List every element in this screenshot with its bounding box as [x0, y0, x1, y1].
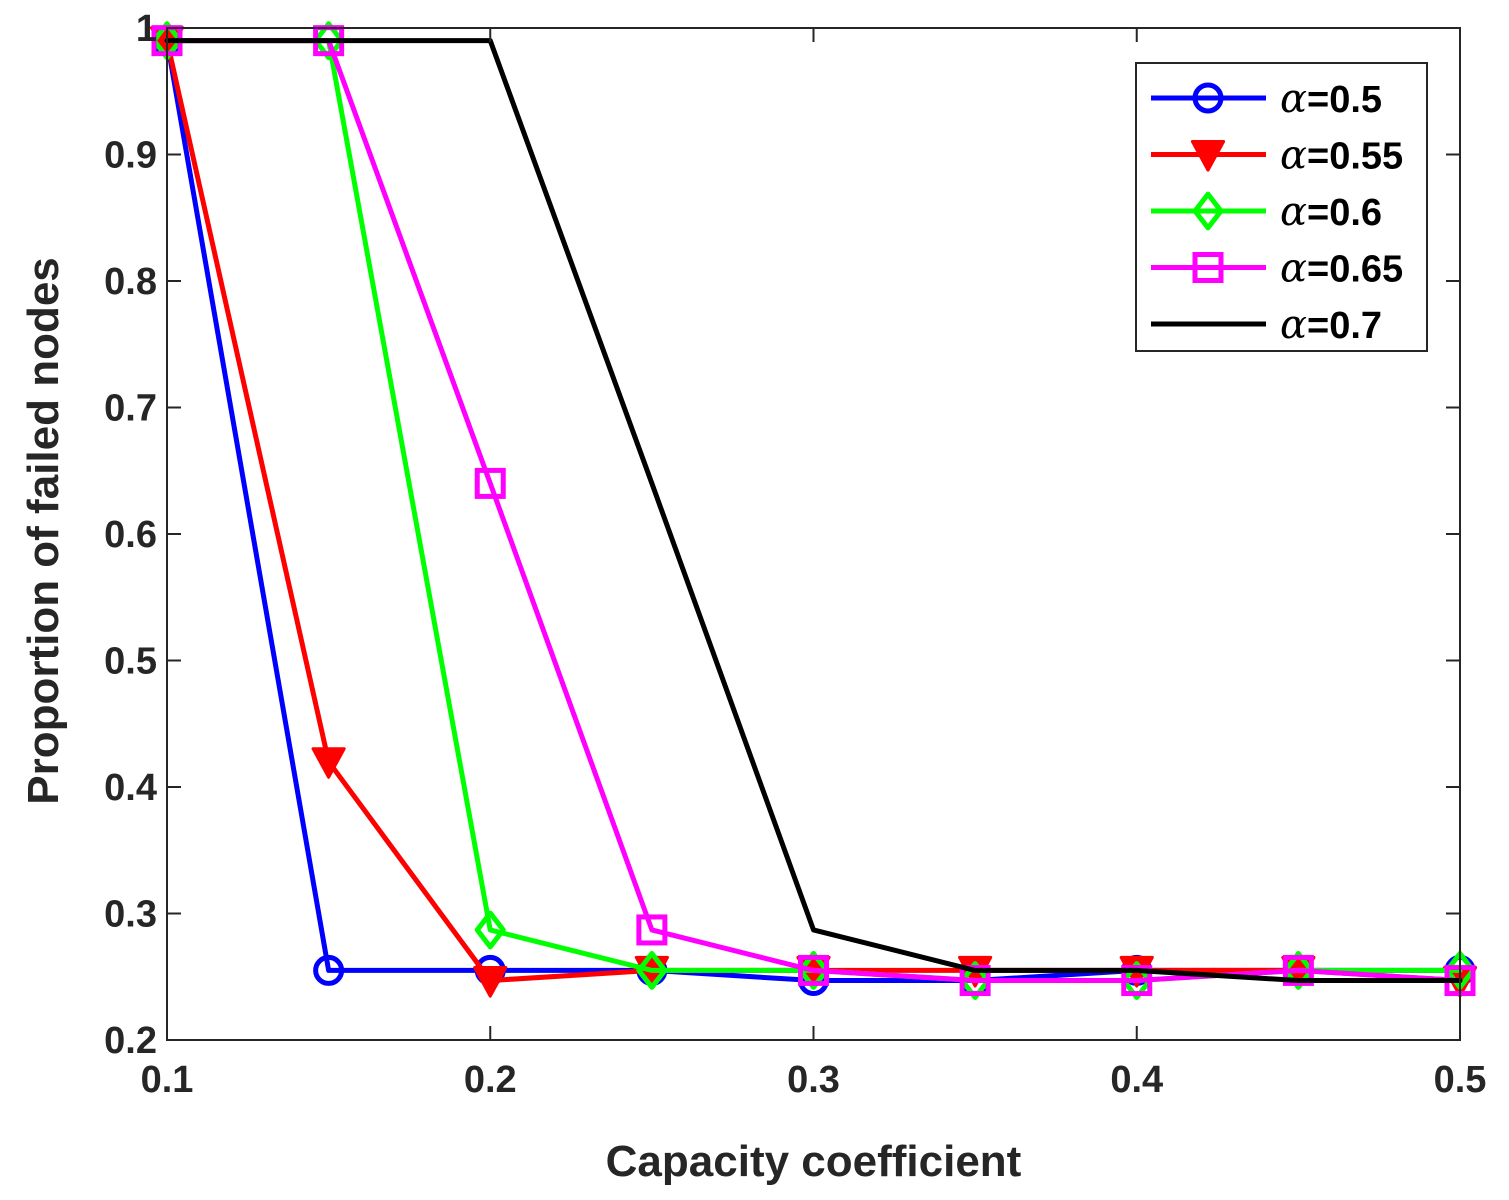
legend-alpha-value: =0.55 [1307, 136, 1403, 178]
x-tick-label: 0.2 [464, 1059, 517, 1101]
legend-label: α=0.5 [1280, 76, 1382, 122]
y-tick-label: 0.3 [104, 894, 157, 936]
legend: α=0.5α=0.55α=0.6α=0.65α=0.7 [1135, 62, 1428, 352]
legend-item: α=0.65 [1151, 246, 1403, 292]
data-point [798, 954, 829, 986]
series-layer [149, 21, 1478, 1000]
data-point [959, 965, 991, 997]
data-point [1282, 954, 1314, 986]
series-line-4 [164, 38, 1463, 984]
legend-label: α=0.6 [1280, 189, 1382, 235]
y-tick-label: 0.6 [104, 514, 157, 556]
y-axis-title: Proportion of failed nodes [19, 257, 68, 805]
legend-item: α=0.55 [1151, 133, 1403, 179]
legend-alpha-value: =0.7 [1307, 305, 1382, 347]
legend-item: α=0.5 [1151, 76, 1382, 122]
legend-marker [1192, 252, 1224, 283]
data-point [474, 467, 506, 499]
data-point [636, 951, 668, 990]
legend-alpha-value: =0.6 [1307, 192, 1382, 234]
legend-alpha-symbol: α [1280, 133, 1307, 179]
series-line-5 [164, 38, 1463, 984]
data-point [1282, 951, 1314, 990]
legend-alpha-symbol: α [1280, 76, 1307, 122]
data-point [313, 954, 345, 986]
legend-label: α=0.55 [1280, 133, 1403, 179]
x-axis-title: Capacity coefficient [606, 1137, 1022, 1186]
data-point [798, 951, 829, 990]
data-point [959, 961, 991, 1000]
y-tick-label: 0.7 [104, 388, 157, 430]
y-tick-label: 0.5 [104, 641, 157, 683]
legend-marker [1190, 140, 1226, 172]
y-tick-label: 0.8 [104, 261, 157, 303]
legend-alpha-symbol: α [1280, 189, 1307, 235]
legend-marker [1192, 191, 1224, 231]
series-5 [164, 38, 1463, 984]
legend-item: α=0.6 [1151, 189, 1382, 235]
y-tick-label: 0.4 [104, 767, 157, 809]
legend-alpha-symbol: α [1280, 302, 1307, 348]
legend-alpha-symbol: α [1280, 246, 1307, 292]
legend-alpha-value: =0.5 [1307, 79, 1382, 121]
x-tick-label: 0.1 [141, 1059, 194, 1101]
legend-alpha-value: =0.65 [1307, 249, 1403, 291]
data-point [473, 966, 508, 998]
axes-layer [166, 27, 1461, 1041]
data-point [1121, 961, 1153, 1000]
legend-marker [1192, 82, 1224, 114]
legend-label: α=0.7 [1280, 302, 1382, 348]
data-point [474, 910, 506, 950]
y-tick-label: 0.2 [104, 1020, 157, 1062]
data-point [311, 747, 346, 779]
y-tick-label: 1 [136, 8, 157, 50]
data-point [313, 21, 345, 61]
legend-item: α=0.7 [1151, 302, 1382, 348]
tick-labels: 0.1 0.2 0.3 0.4 0.50.20.30.40.50.60.70.80.91 [104, 8, 1486, 1101]
x-tick-label: 0.3 [787, 1059, 840, 1101]
x-tick-label: 0.5 [1434, 1059, 1487, 1101]
legend-label: α=0.65 [1280, 246, 1403, 292]
legend-box [1135, 62, 1428, 352]
y-tick-label: 0.9 [104, 135, 157, 177]
data-point [1121, 965, 1153, 997]
data-point [636, 914, 668, 946]
x-tick-label: 0.4 [1110, 1059, 1163, 1101]
